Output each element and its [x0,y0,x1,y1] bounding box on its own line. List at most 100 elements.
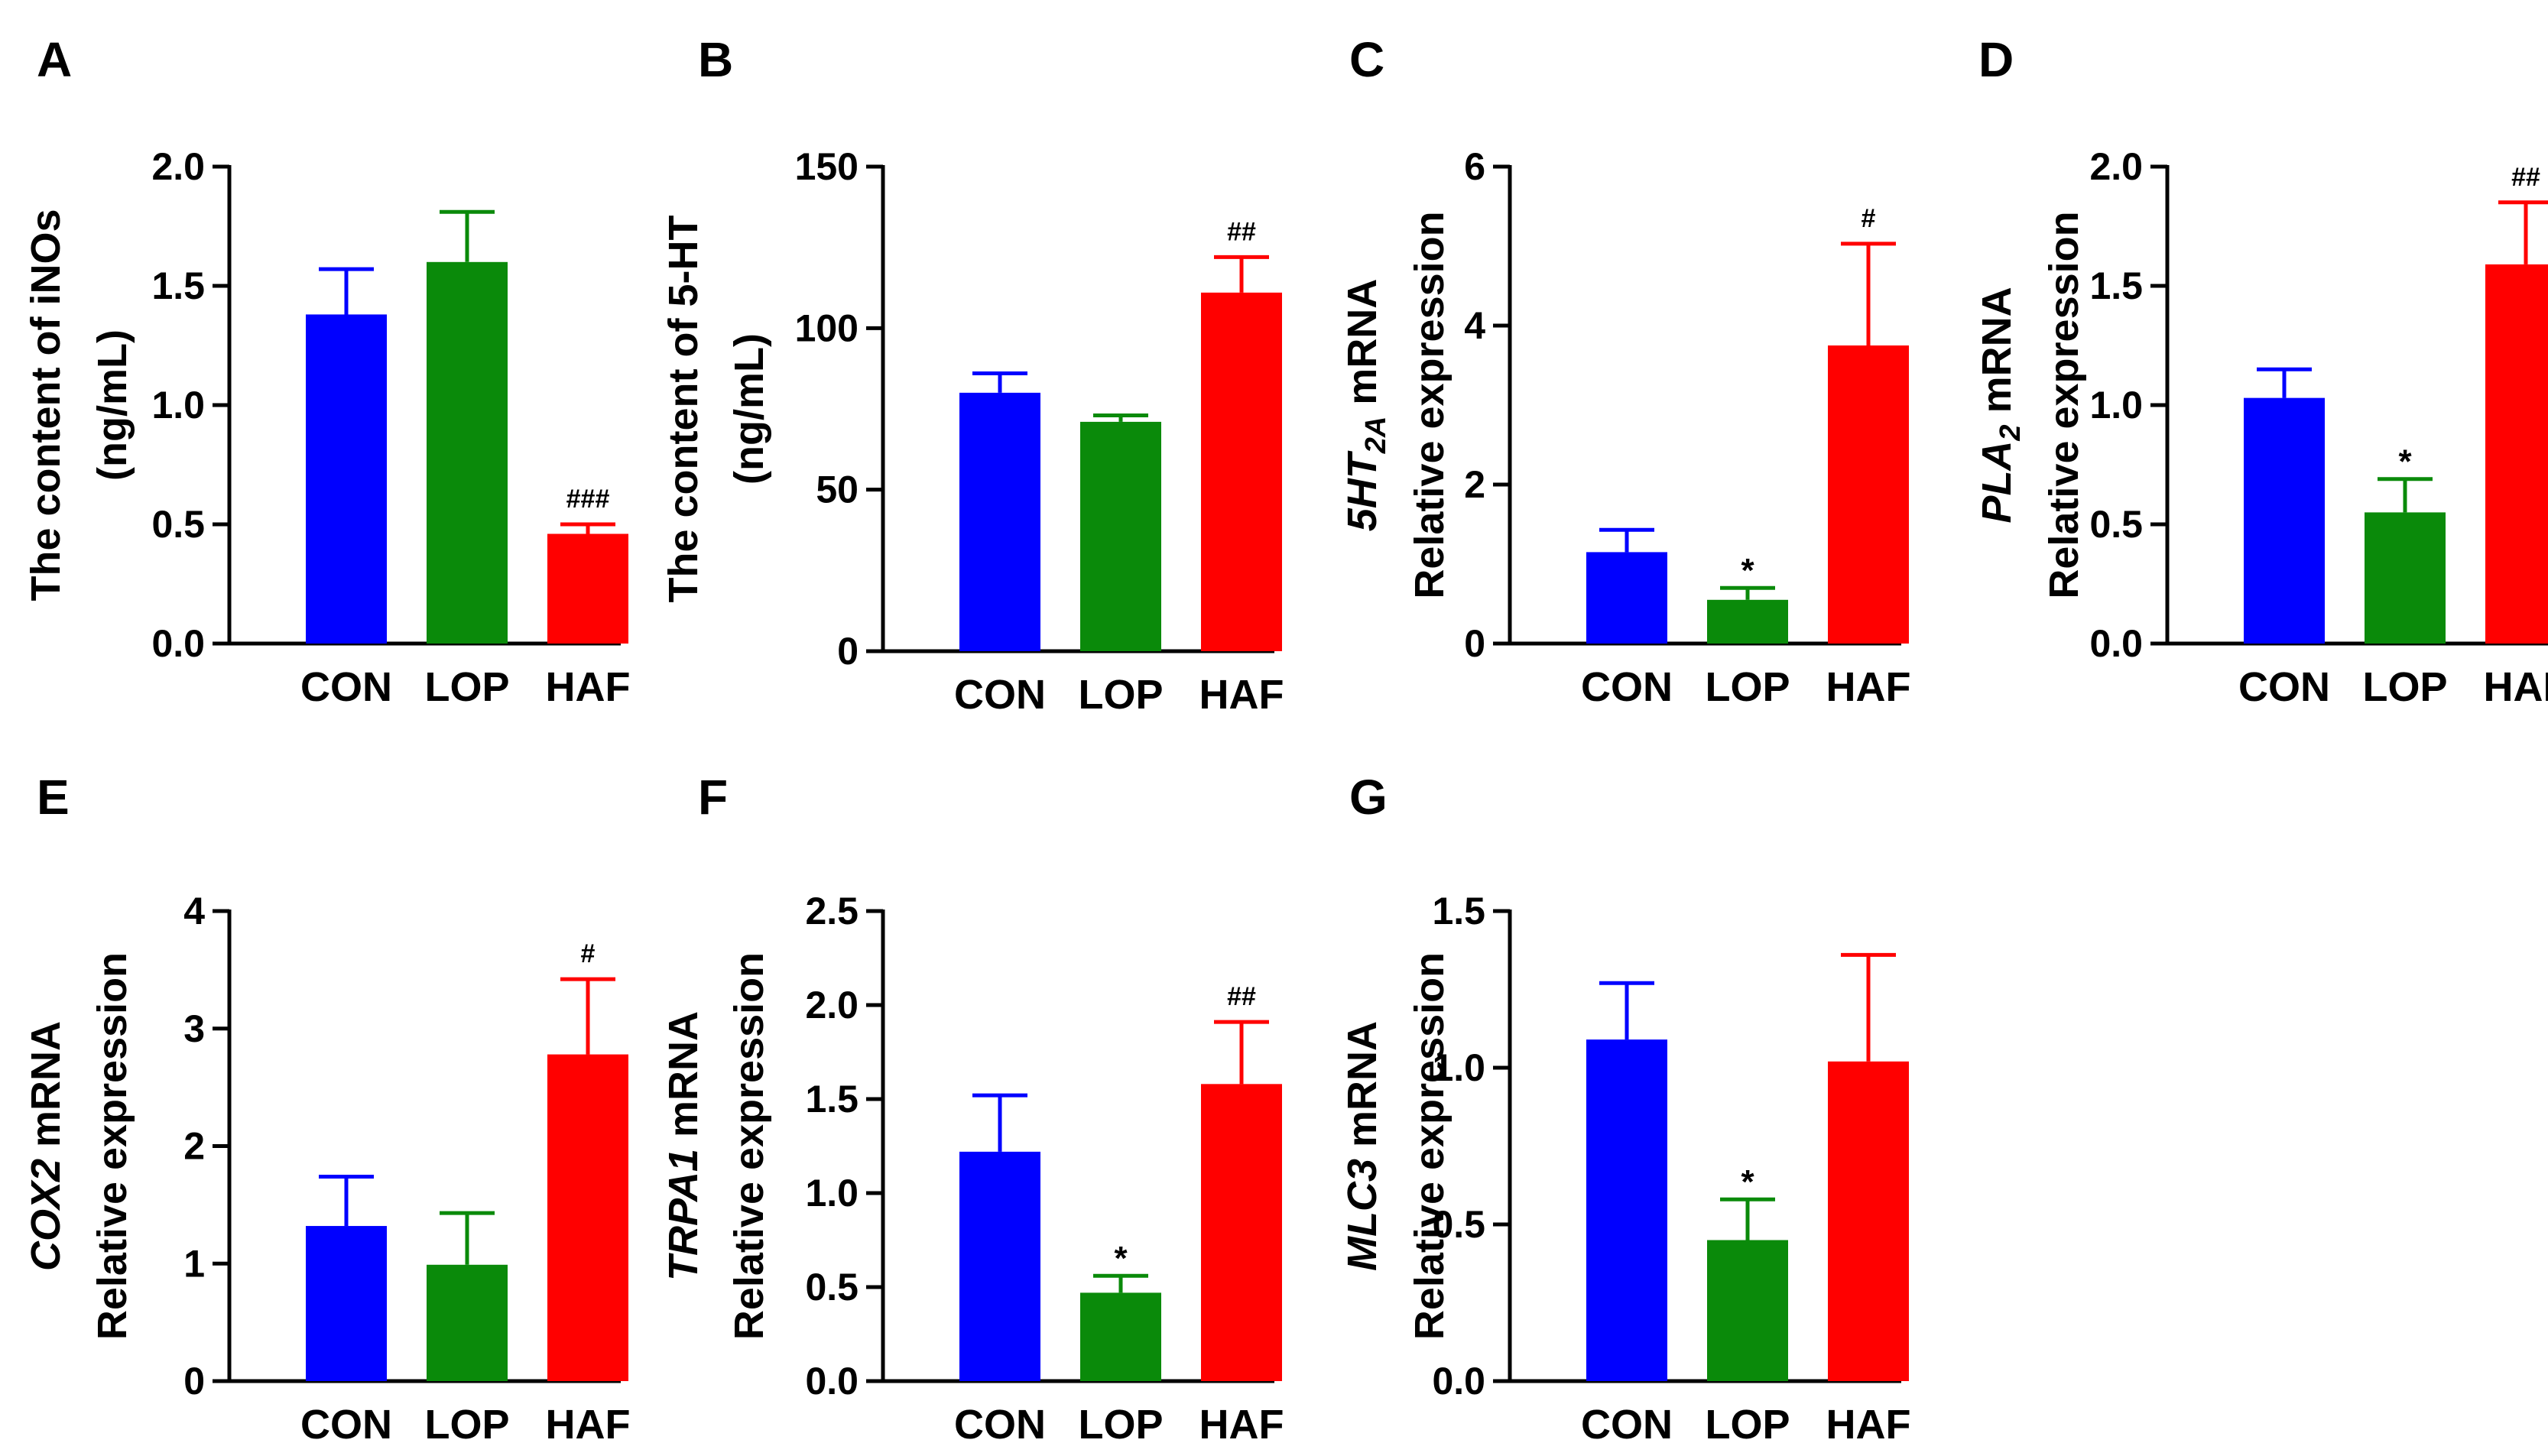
y-axis-label: Relative expression [2041,211,2087,598]
x-category-label: HAF [546,664,631,710]
significance-mark: ## [1227,217,1256,246]
y-axis-label: PLA2 mRNA [1974,287,2027,523]
y-tick-label: 1.0 [805,1172,859,1214]
significance-mark: * [1741,552,1754,589]
x-category-label: HAF [1199,1402,1284,1448]
x-category-label: CON [1581,664,1673,710]
x-category-label: CON [954,672,1046,718]
x-category-label: CON [300,1402,392,1448]
y-axis-label: 5HT2A mRNA [1339,279,1392,532]
y-tick-label: 1.5 [2089,264,2143,307]
bar-con [306,314,387,644]
bar-con [1586,552,1667,644]
y-tick-label: 0.5 [1432,1203,1485,1246]
x-category-label: LOP [1705,664,1790,710]
significance-mark: # [1862,204,1876,233]
bar-haf [1828,345,1909,644]
y-axis-label: (ng/mL) [89,329,135,481]
significance-mark: ### [566,485,610,514]
y-tick-label: 0.5 [2089,503,2143,546]
panel-label: B [698,32,733,87]
y-axis-label: Relative expression [89,952,135,1340]
y-axis-label: (ng/mL) [726,333,772,485]
y-tick-label: 0.5 [805,1266,859,1308]
y-axis-label: The content of 5-HT [661,216,706,603]
y-tick-label: 3 [183,1007,205,1050]
x-category-label: HAF [2484,664,2548,710]
y-tick-label: 2.0 [2089,145,2143,188]
y-tick-label: 2 [1464,463,1485,506]
y-tick-label: 1.0 [1432,1046,1485,1089]
panel-label: A [37,32,72,87]
y-tick-label: 0.0 [1432,1360,1485,1402]
y-tick-label: 2 [183,1125,205,1168]
y-tick-label: 1.0 [2089,384,2143,426]
y-axis-label: Relative expression [1407,211,1453,598]
x-category-label: LOP [424,664,509,710]
bar-con [2244,397,2325,644]
y-tick-label: 0 [183,1360,205,1402]
panel-label: D [1978,32,2014,87]
y-axis-label: COX2 mRNA [23,1021,69,1271]
significance-mark: # [581,939,596,968]
bar-haf [547,1054,628,1381]
bar-lop [1707,1240,1788,1381]
y-tick-label: 2.0 [151,145,205,188]
panel-B: B 0 50 100 150 CON LOP ## HAF The content of 5-HT… [661,32,1284,718]
x-category-label: HAF [1826,664,1911,710]
y-tick-label: 0.0 [2089,622,2143,665]
y-axis-label: MLC3 mRNA [1339,1021,1385,1271]
x-category-label: LOP [424,1402,509,1448]
y-tick-label: 1.5 [805,1078,859,1120]
y-tick-label: 100 [795,306,859,349]
panel-label: G [1349,770,1388,825]
bar-haf [1201,292,1282,651]
y-tick-label: 0.5 [151,503,205,546]
panel-label: E [37,770,70,825]
x-category-label: HAF [546,1402,631,1448]
x-category-label: LOP [1078,672,1163,718]
y-tick-label: 2.0 [805,984,859,1026]
y-tick-label: 0 [837,630,859,673]
bar-lop [1080,1292,1161,1381]
bar-haf [1828,1061,1909,1381]
significance-mark: ## [2511,163,2540,192]
y-tick-label: 4 [1464,304,1485,347]
y-tick-label: 50 [816,469,859,511]
bar-haf [2485,264,2548,644]
bar-con [306,1226,387,1381]
significance-mark: * [1114,1240,1128,1277]
bar-lop [2365,512,2446,644]
panel-A: A 0.0 0.5 1.0 1.5 2.0 CON LOP ### HAF The content … [23,32,630,710]
bar-haf [1201,1084,1282,1381]
x-category-label: HAF [1199,672,1284,718]
panel-C: C 0 2 4 6 CON * LOP # HAF 5HT2A mRNA Relative expre… [1339,32,1910,710]
y-axis-label: The content of iNOs [23,209,69,602]
y-tick-label: 1.5 [151,264,205,307]
panel-G: G 0.0 0.5 1.0 1.5 CON * LOP HAF MLC3 mRNA Relative… [1339,770,1910,1448]
y-tick-label: 1.5 [1432,890,1485,932]
panel-F: F 0.0 0.5 1.0 1.5 2.0 2.5 CON * LOP ## HAF TRPA1 mRN… [661,770,1284,1448]
panel-label: C [1349,32,1384,87]
y-tick-label: 2.5 [805,890,859,932]
bar-lop [1080,421,1161,651]
x-category-label: LOP [1705,1402,1790,1448]
x-category-label: CON [2238,664,2330,710]
bar-lop [427,1264,508,1381]
y-tick-label: 150 [795,145,859,188]
y-tick-label: 1.0 [151,384,205,426]
y-tick-label: 0.0 [151,622,205,665]
bar-con [959,392,1040,651]
y-tick-label: 0.0 [805,1360,859,1402]
x-category-label: CON [1581,1402,1673,1448]
y-tick-label: 1 [183,1242,205,1285]
x-category-label: HAF [1826,1402,1911,1448]
x-category-label: LOP [1078,1402,1163,1448]
x-category-label: CON [300,664,392,710]
y-tick-label: 6 [1464,145,1485,188]
panel-label: F [698,770,728,825]
panel-D: D 0.0 0.5 1.0 1.5 2.0 CON * LOP ## HAF PLA2 mRNA Rel… [1974,32,2548,710]
bar-haf [547,533,628,644]
y-tick-label: 0 [1464,622,1485,665]
